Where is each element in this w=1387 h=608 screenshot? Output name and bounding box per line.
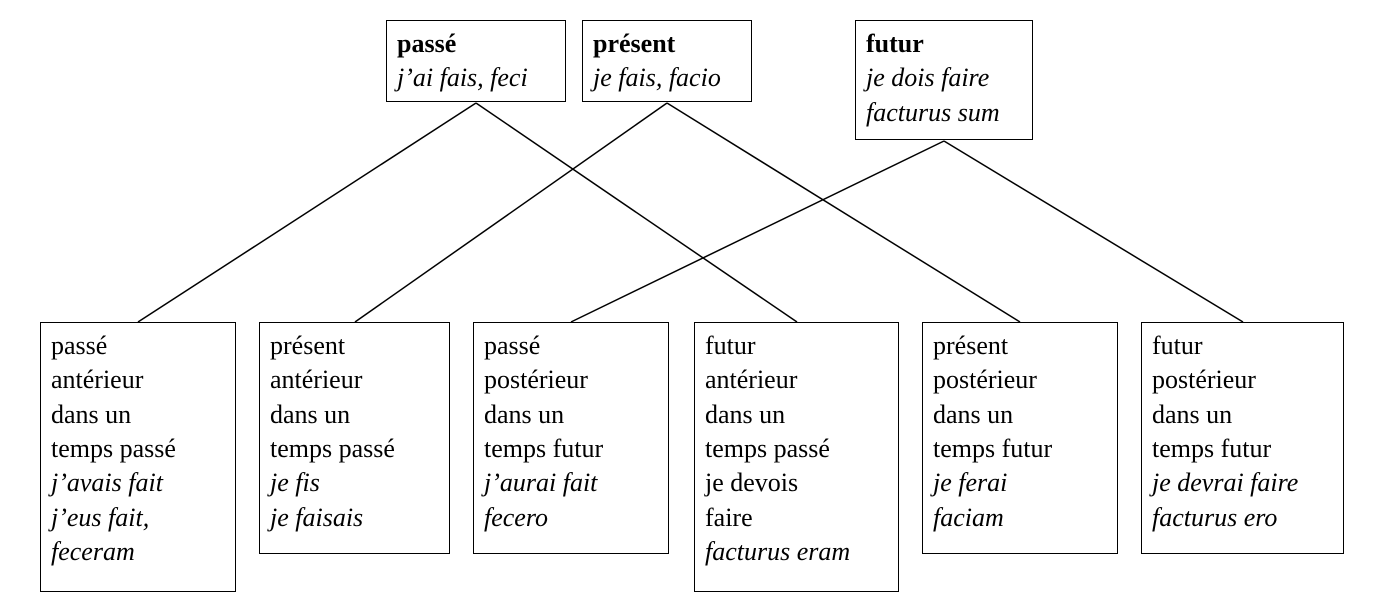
node-text: dans un [1152, 398, 1333, 432]
node-text: passé [51, 329, 225, 363]
node-example: je dois faire [866, 61, 1022, 95]
node-text: dans un [705, 398, 888, 432]
node-text: futur [1152, 329, 1333, 363]
node-text: temps passé [270, 432, 439, 466]
node-text: passé [484, 329, 658, 363]
node-text: temps futur [933, 432, 1107, 466]
node-text: temps futur [1152, 432, 1333, 466]
node-text: dans un [270, 398, 439, 432]
edge-line [476, 103, 797, 322]
diagram-canvas: passé j’ai fais, feci présent je fais, f… [0, 0, 1387, 608]
node-passe: passé j’ai fais, feci [386, 20, 566, 102]
node-futur: futur je dois faire facturus sum [855, 20, 1033, 140]
edge-line [944, 141, 1243, 322]
node-present-posterieur-futur: présent postérieur dans un temps futur j… [922, 322, 1118, 554]
node-present: présent je fais, facio [582, 20, 752, 102]
node-passe-anterieur-passe: passé antérieur dans un temps passé j’av… [40, 322, 236, 592]
node-example: j’eus fait, [51, 501, 225, 535]
node-example: je fis [270, 466, 439, 500]
node-example: feceram [51, 535, 225, 569]
node-text: postérieur [1152, 363, 1333, 397]
node-title: futur [866, 27, 1022, 61]
node-title: passé [397, 27, 555, 61]
node-text: présent [270, 329, 439, 363]
node-text: dans un [933, 398, 1107, 432]
node-example: fecero [484, 501, 658, 535]
node-present-anterieur-passe: présent antérieur dans un temps passé je… [259, 322, 450, 554]
node-example: facturus eram [705, 535, 888, 569]
node-text: postérieur [933, 363, 1107, 397]
node-title: présent [593, 27, 741, 61]
node-text: temps passé [705, 432, 888, 466]
node-text: je devois [705, 466, 888, 500]
node-example: facturus sum [866, 96, 1022, 130]
node-text: antérieur [270, 363, 439, 397]
node-text: antérieur [705, 363, 888, 397]
node-text: dans un [484, 398, 658, 432]
node-text: temps passé [51, 432, 225, 466]
node-example: j’ai fais, feci [397, 61, 555, 95]
node-text: temps futur [484, 432, 658, 466]
node-example: je faisais [270, 501, 439, 535]
node-text: postérieur [484, 363, 658, 397]
node-futur-posterieur-futur: futur postérieur dans un temps futur je … [1141, 322, 1344, 554]
node-text: futur [705, 329, 888, 363]
node-example: je ferai [933, 466, 1107, 500]
node-passe-posterieur-futur: passé postérieur dans un temps futur j’a… [473, 322, 669, 554]
node-example: je fais, facio [593, 61, 741, 95]
node-text: antérieur [51, 363, 225, 397]
node-text: dans un [51, 398, 225, 432]
node-example: j’avais fait [51, 466, 225, 500]
node-text: faire [705, 501, 888, 535]
node-text: présent [933, 329, 1107, 363]
edge-line [138, 103, 476, 322]
node-futur-anterieur-passe: futur antérieur dans un temps passé je d… [694, 322, 899, 592]
edge-line [571, 141, 944, 322]
node-example: faciam [933, 501, 1107, 535]
edge-line [355, 103, 667, 322]
node-example: je devrai faire [1152, 466, 1333, 500]
node-example: j’aurai fait [484, 466, 658, 500]
node-example: facturus ero [1152, 501, 1333, 535]
